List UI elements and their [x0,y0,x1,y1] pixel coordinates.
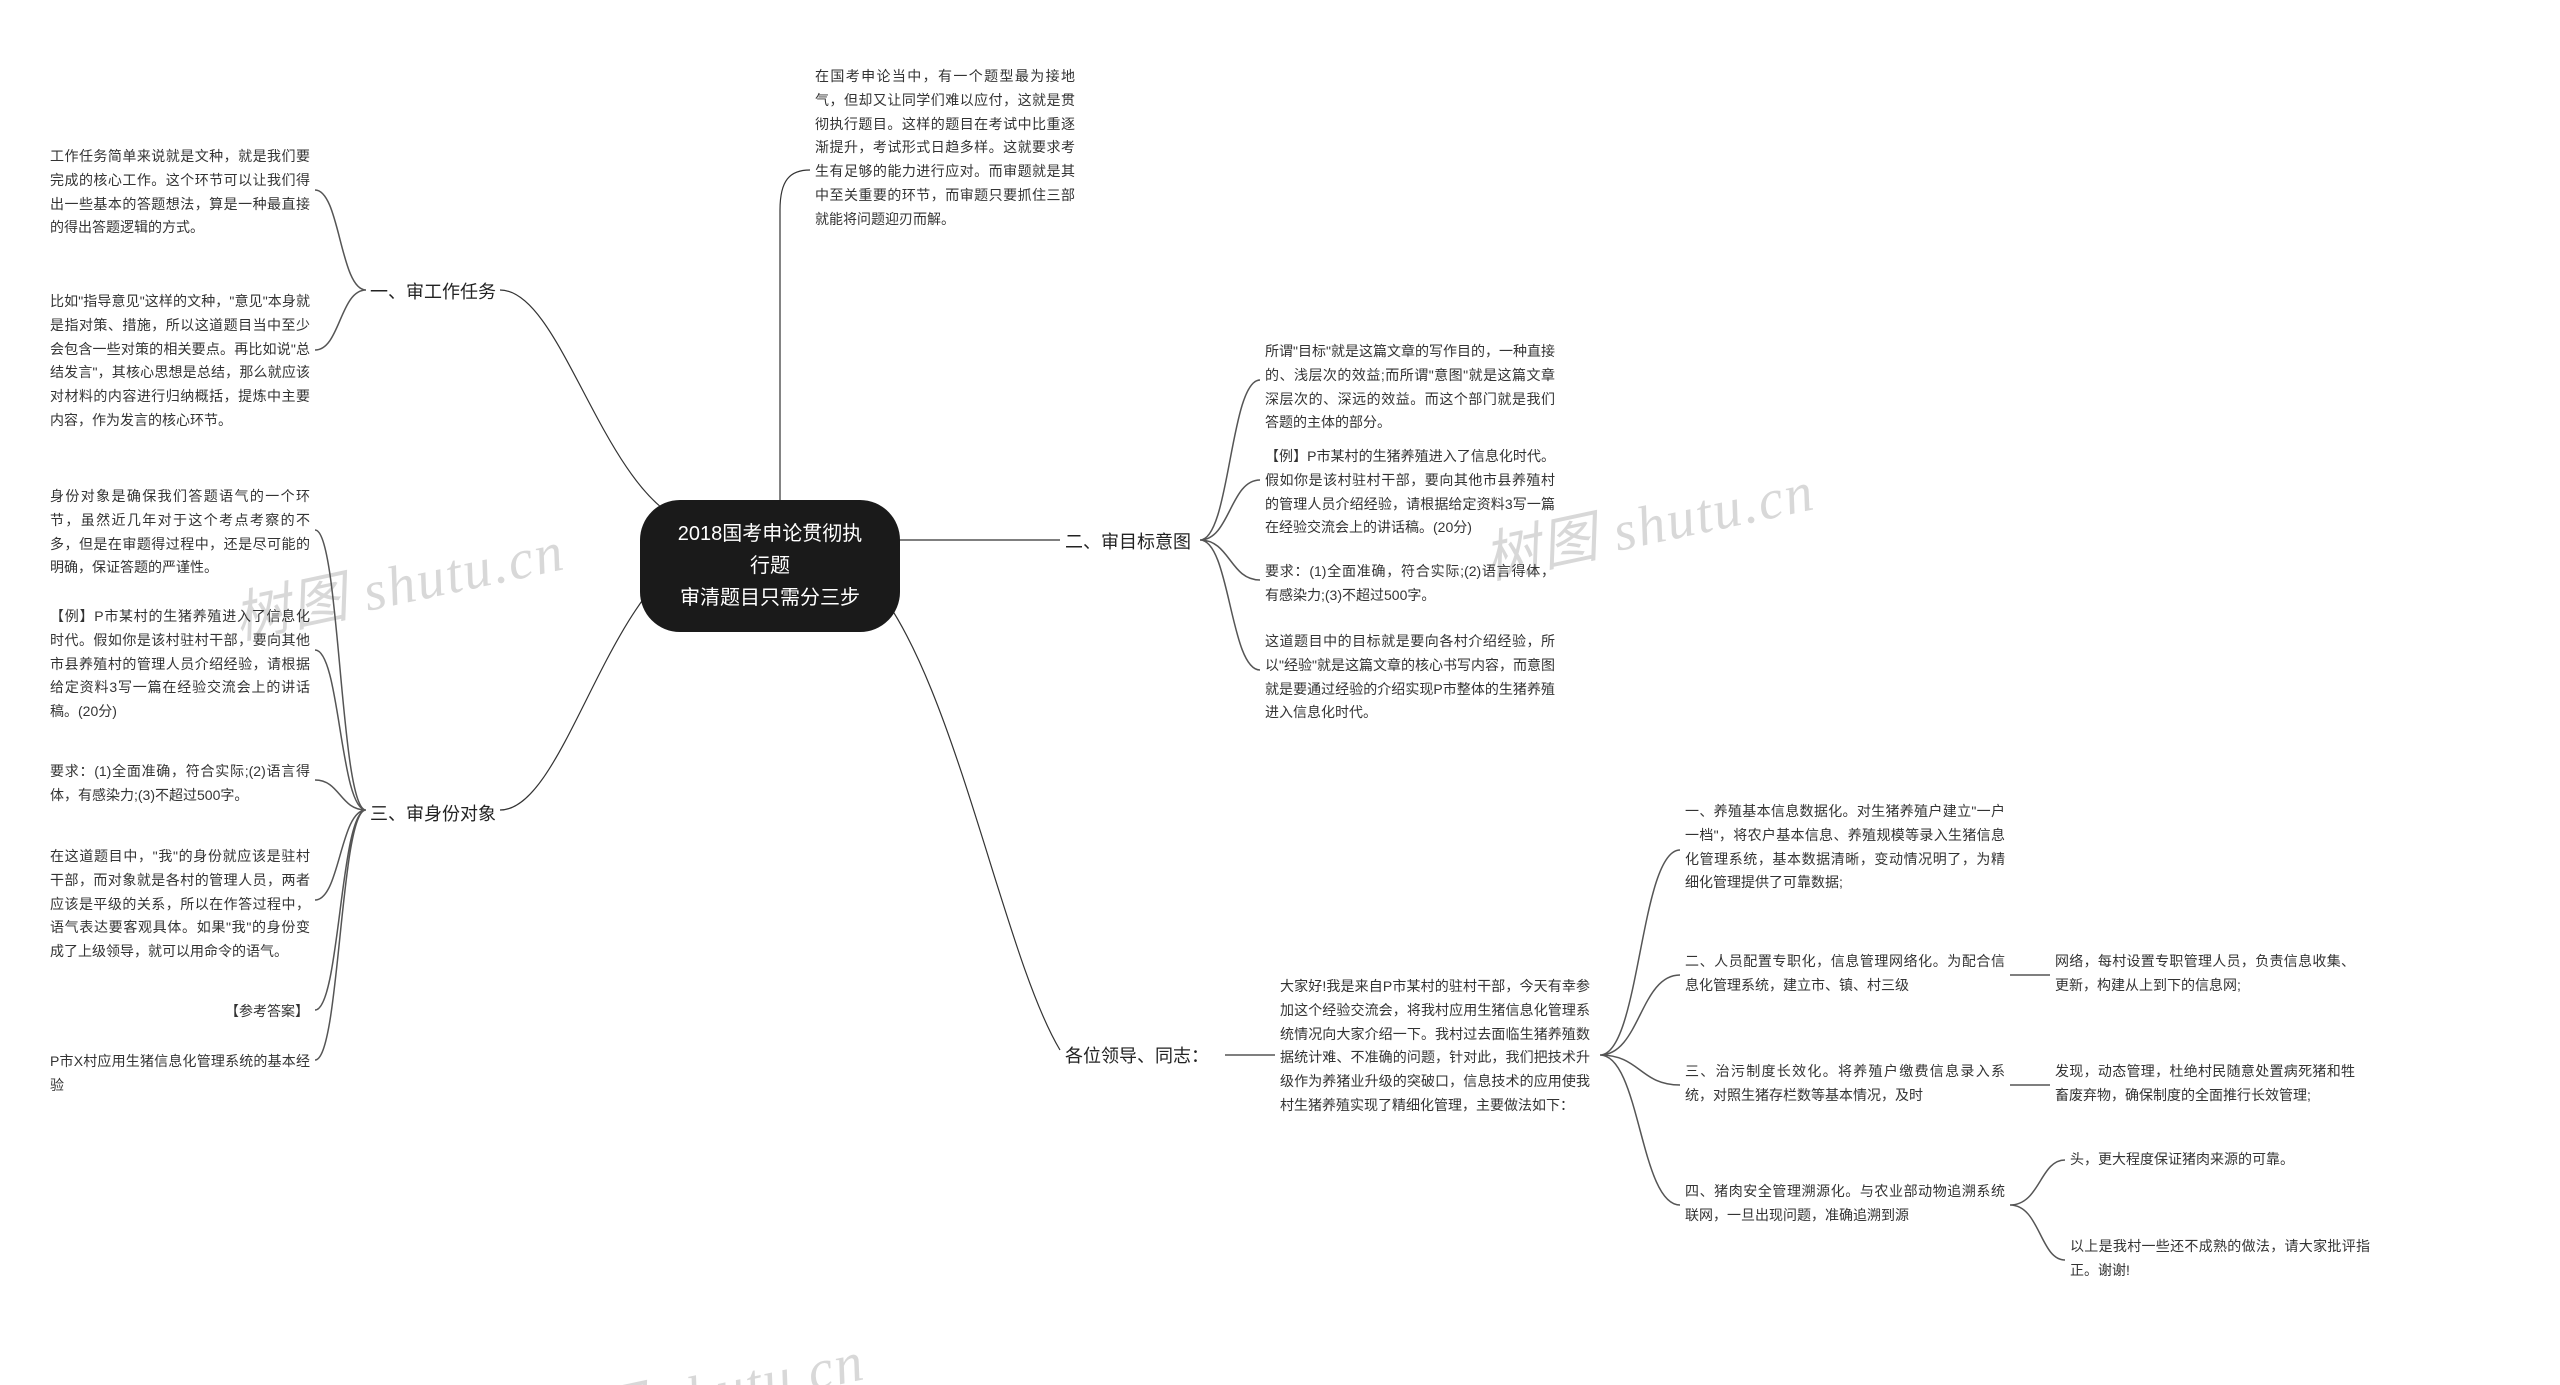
branch-4-label: 各位领导、同志： [1065,1042,1209,1068]
branch-3-label: 三、审身份对象 [370,800,496,826]
center-line2: 审清题目只需分三步 [672,582,868,614]
branch-4-item-4-head: 四、猪肉安全管理溯源化。与农业部动物追溯系统联网，一旦出现问题，准确追溯到源 [1685,1180,2005,1228]
watermark: 树图 shutu.cn [525,1316,871,1385]
branch-4-item-4-tail2: 以上是我村一些还不成熟的做法，请大家批评指正。谢谢! [2070,1235,2370,1283]
branch-4-item-4-tail1: 头，更大程度保证猪肉来源的可靠。 [2070,1148,2294,1172]
branch-1-leaf-2: 比如"指导意见"这样的文种，"意见"本身就是指对策、措施，所以这道题目当中至少会… [50,290,310,433]
branch-4-item-1-head: 一、养殖基本信息数据化。对生猪养殖户建立"一户一档"，将农户基本信息、养殖规模等… [1685,800,2005,895]
branch-4-item-3-tail: 发现，动态管理，杜绝村民随意处置病死猪和牲畜废弃物，确保制度的全面推行长效管理; [2055,1060,2355,1108]
branch-3-leaf-4: 在这道题目中，"我"的身份就应该是驻村干部，而对象就是各村的管理人员，两者应该是… [50,845,310,964]
branch-4-item-3-head: 三、治污制度长效化。将养殖户缴费信息录入系统，对照生猪存栏数等基本情况，及时 [1685,1060,2005,1108]
branch-3-leaf-1: 身份对象是确保我们答题语气的一个环节，虽然近几年对于这个考点考察的不多，但是在审… [50,485,310,580]
intro-text: 在国考申论当中，有一个题型最为接地气，但却又让同学们难以应付，这就是贯彻执行题目… [815,65,1075,232]
branch-3-leaf-3: 要求：(1)全面准确，符合实际;(2)语言得体，有感染力;(3)不超过500字。 [50,760,310,808]
branch-2-leaf-2: 【例】P市某村的生猪养殖进入了信息化时代。假如你是该村驻村干部，要向其他市县养殖… [1265,445,1555,540]
branch-3-leaf-2: 【例】P市某村的生猪养殖进入了信息化时代。假如你是该村驻村干部，要向其他市县养殖… [50,605,310,724]
branch-2-leaf-4: 这道题目中的目标就是要向各村介绍经验，所以"经验"就是这篇文章的核心书写内容，而… [1265,630,1555,725]
branch-3-leaf-5: 【参考答案】 [225,1000,309,1024]
branch-2-leaf-3: 要求：(1)全面准确，符合实际;(2)语言得体，有感染力;(3)不超过500字。 [1265,560,1555,608]
branch-4-body: 大家好!我是来自P市某村的驻村干部，今天有幸参加这个经验交流会，将我村应用生猪信… [1280,975,1590,1118]
branch-1-label: 一、审工作任务 [370,278,496,304]
center-line1: 2018国考申论贯彻执行题 [672,518,868,582]
branch-2-leaf-1: 所谓"目标"就是这篇文章的写作目的，一种直接的、浅层次的效益;而所谓"意图"就是… [1265,340,1555,435]
branch-4-item-2-tail: 网络，每村设置专职管理人员，负责信息收集、更新，构建从上到下的信息网; [2055,950,2355,998]
center-node: 2018国考申论贯彻执行题 审清题目只需分三步 [640,500,900,632]
branch-4-item-2-head: 二、人员配置专职化，信息管理网络化。为配合信息化管理系统，建立市、镇、村三级 [1685,950,2005,998]
branch-3-leaf-6: P市X村应用生猪信息化管理系统的基本经验 [50,1050,310,1098]
branch-2-label: 二、审目标意图 [1065,528,1191,554]
branch-1-leaf-1: 工作任务简单来说就是文种，就是我们要完成的核心工作。这个环节可以让我们得出一些基… [50,145,310,240]
